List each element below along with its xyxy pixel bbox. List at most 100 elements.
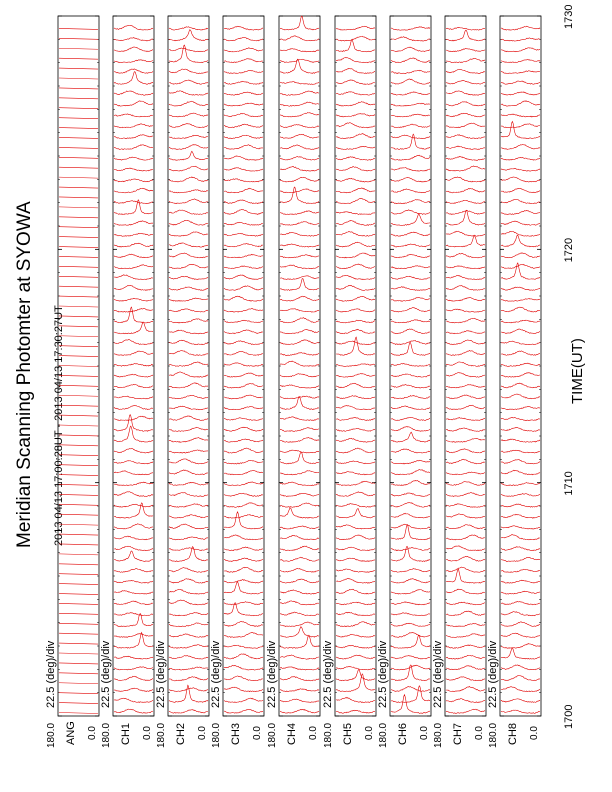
x-tick-label-1730: 1730	[563, 5, 575, 29]
scan-trace	[113, 71, 154, 85]
page-title: Meridian Scanning Photomter at SYOWA	[14, 201, 35, 548]
scan-trace	[445, 90, 486, 96]
scan-trace	[223, 187, 264, 194]
scan-trace	[168, 44, 209, 63]
panel-ytick-top: 180.0	[46, 723, 57, 748]
scan-trace	[500, 210, 541, 215]
panel-scale-label: 22.5 (deg)/div	[266, 640, 278, 708]
scan-trace	[168, 676, 209, 682]
scan-trace	[500, 525, 541, 530]
scan-trace	[113, 568, 154, 573]
scan-trace	[168, 112, 209, 118]
scan-trace	[500, 406, 541, 411]
scan-trace	[279, 589, 320, 595]
scan-trace	[168, 339, 209, 345]
scan-trace	[223, 394, 264, 400]
scan-trace	[223, 383, 264, 389]
scan-trace	[168, 382, 209, 389]
scan-trace	[279, 481, 320, 486]
scan-trace	[500, 176, 541, 183]
scan-trace	[279, 176, 320, 183]
scan-trace	[279, 329, 320, 335]
scan-trace	[390, 199, 431, 205]
scan-trace	[223, 621, 264, 627]
scan-trace	[223, 285, 264, 291]
scan-trace	[168, 242, 209, 248]
scan-trace	[223, 579, 264, 584]
panel-ch5: 22.5 (deg)/div 180.0 CH5 0.0	[322, 15, 377, 748]
scan-trace	[390, 26, 431, 31]
scan-trace	[335, 557, 376, 562]
scan-trace	[279, 232, 320, 237]
scan-trace	[58, 256, 99, 258]
scan-trace	[500, 503, 541, 508]
scan-trace	[168, 68, 209, 74]
scan-trace	[168, 458, 209, 465]
x-tick-label-1710: 1710	[563, 471, 575, 495]
scan-trace	[168, 578, 209, 584]
scan-trace	[335, 395, 376, 400]
scan-trace	[279, 451, 320, 465]
panel-ang: 22.5 (deg)/div 180.0 ANG 0.0	[45, 15, 100, 748]
scan-trace	[58, 563, 99, 566]
scan-trace	[168, 545, 209, 562]
scan-trace	[500, 393, 541, 400]
scan-trace	[168, 198, 209, 205]
scan-trace	[279, 166, 320, 172]
scan-trace	[500, 568, 541, 573]
scan-trace	[390, 113, 431, 118]
scan-trace	[390, 426, 431, 432]
scan-trace	[445, 234, 486, 248]
scan-trace	[390, 416, 431, 421]
scan-trace	[445, 230, 486, 237]
scan-trace	[390, 634, 431, 649]
scan-trace	[390, 91, 431, 96]
scan-trace	[500, 611, 541, 617]
scan-trace	[58, 246, 99, 248]
scan-trace	[279, 507, 320, 519]
scan-trace	[500, 579, 541, 584]
scan-trace	[113, 363, 154, 367]
scan-trace	[168, 134, 209, 139]
scan-trace	[113, 187, 154, 194]
panel-ylabel: CH6	[397, 723, 409, 745]
scan-trace	[223, 102, 264, 107]
scan-trace	[390, 254, 431, 259]
scan-trace	[223, 134, 264, 139]
scan-trace	[223, 514, 264, 519]
scan-trace	[223, 546, 264, 551]
scan-trace	[279, 654, 320, 660]
scan-trace	[223, 653, 264, 660]
scan-trace	[445, 145, 486, 150]
panel-ytick-top: 180.0	[378, 723, 389, 748]
scan-trace	[500, 427, 541, 432]
scan-trace	[390, 363, 431, 367]
panel-ytick-bottom: 0.0	[142, 726, 153, 740]
scan-trace	[113, 264, 154, 270]
scan-trace	[500, 382, 541, 389]
scan-trace	[58, 434, 99, 437]
scan-trace	[445, 252, 486, 259]
scan-trace	[113, 523, 154, 530]
scan-trace	[335, 35, 376, 42]
scan-trace	[335, 241, 376, 248]
scan-trace	[500, 546, 541, 551]
scan-trace	[113, 612, 154, 627]
scan-trace	[58, 553, 99, 556]
scan-trace	[168, 622, 209, 627]
scan-trace	[335, 91, 376, 96]
scan-trace	[58, 147, 99, 149]
scan-trace	[58, 394, 99, 397]
scan-trace	[335, 460, 376, 465]
scan-trace	[500, 319, 541, 324]
scan-trace	[58, 196, 99, 199]
scan-trace	[445, 134, 486, 140]
scan-trace	[390, 469, 431, 476]
scan-trace	[500, 263, 541, 269]
scan-trace	[223, 372, 264, 378]
scan-trace	[279, 567, 320, 573]
scan-trace	[390, 664, 431, 671]
scan-trace	[500, 664, 541, 671]
scan-trace	[223, 69, 264, 74]
scan-trace	[279, 708, 320, 714]
